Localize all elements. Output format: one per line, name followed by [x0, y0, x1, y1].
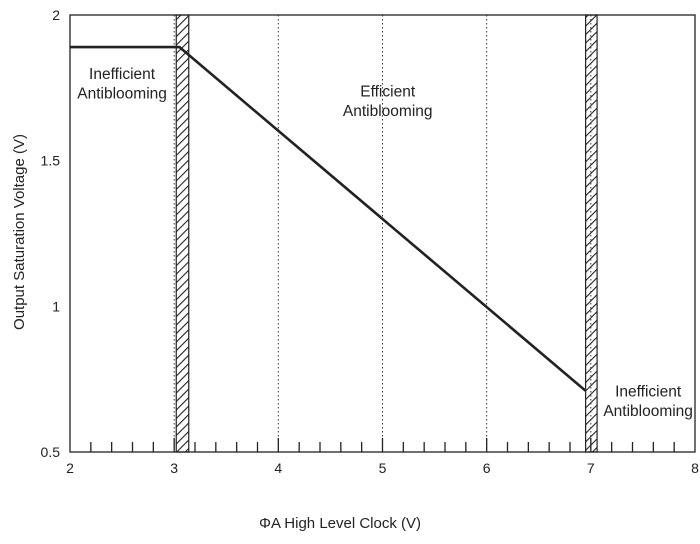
annotations: Inefficient Antiblooming Efficient Antibloo…	[77, 66, 693, 420]
y-tick-label: 0.5	[41, 444, 61, 460]
x-tick-labels: 2 3 4 5 6 7 8	[66, 460, 699, 476]
hatched-band-2	[585, 14, 598, 453]
y-tick-label: 1	[52, 298, 60, 314]
vertical-gridlines	[173, 15, 592, 452]
y-tick-label: 1.5	[41, 153, 61, 169]
x-axis-title: ΦA High Level Clock (V)	[259, 515, 421, 532]
y-tick-label: 2	[52, 7, 60, 23]
series-line-1	[70, 45, 587, 392]
y-axis-title: Output Saturation Voltage (V)	[11, 134, 28, 330]
x-tick-label: 5	[379, 460, 387, 476]
plot-frame	[69, 14, 696, 453]
x-minor-ticks	[90, 438, 675, 452]
annotation-2: Efficient Antiblooming	[343, 84, 433, 120]
hatched-band-1	[175, 14, 190, 453]
x-tick-label: 3	[170, 460, 178, 476]
x-tick-label: 8	[691, 460, 699, 476]
plot-background	[70, 15, 695, 452]
x-tick-label: 2	[66, 460, 74, 476]
x-tick-label: 6	[483, 460, 491, 476]
annotation-3: Inefficient Antiblooming	[603, 384, 693, 420]
x-tick-label: 7	[587, 460, 595, 476]
x-tick-label: 4	[274, 460, 282, 476]
series-layer	[70, 45, 587, 392]
y-tick-labels: 0.5 1 1.5 2	[41, 7, 61, 460]
annotation-1: Inefficient Antiblooming	[77, 66, 167, 102]
